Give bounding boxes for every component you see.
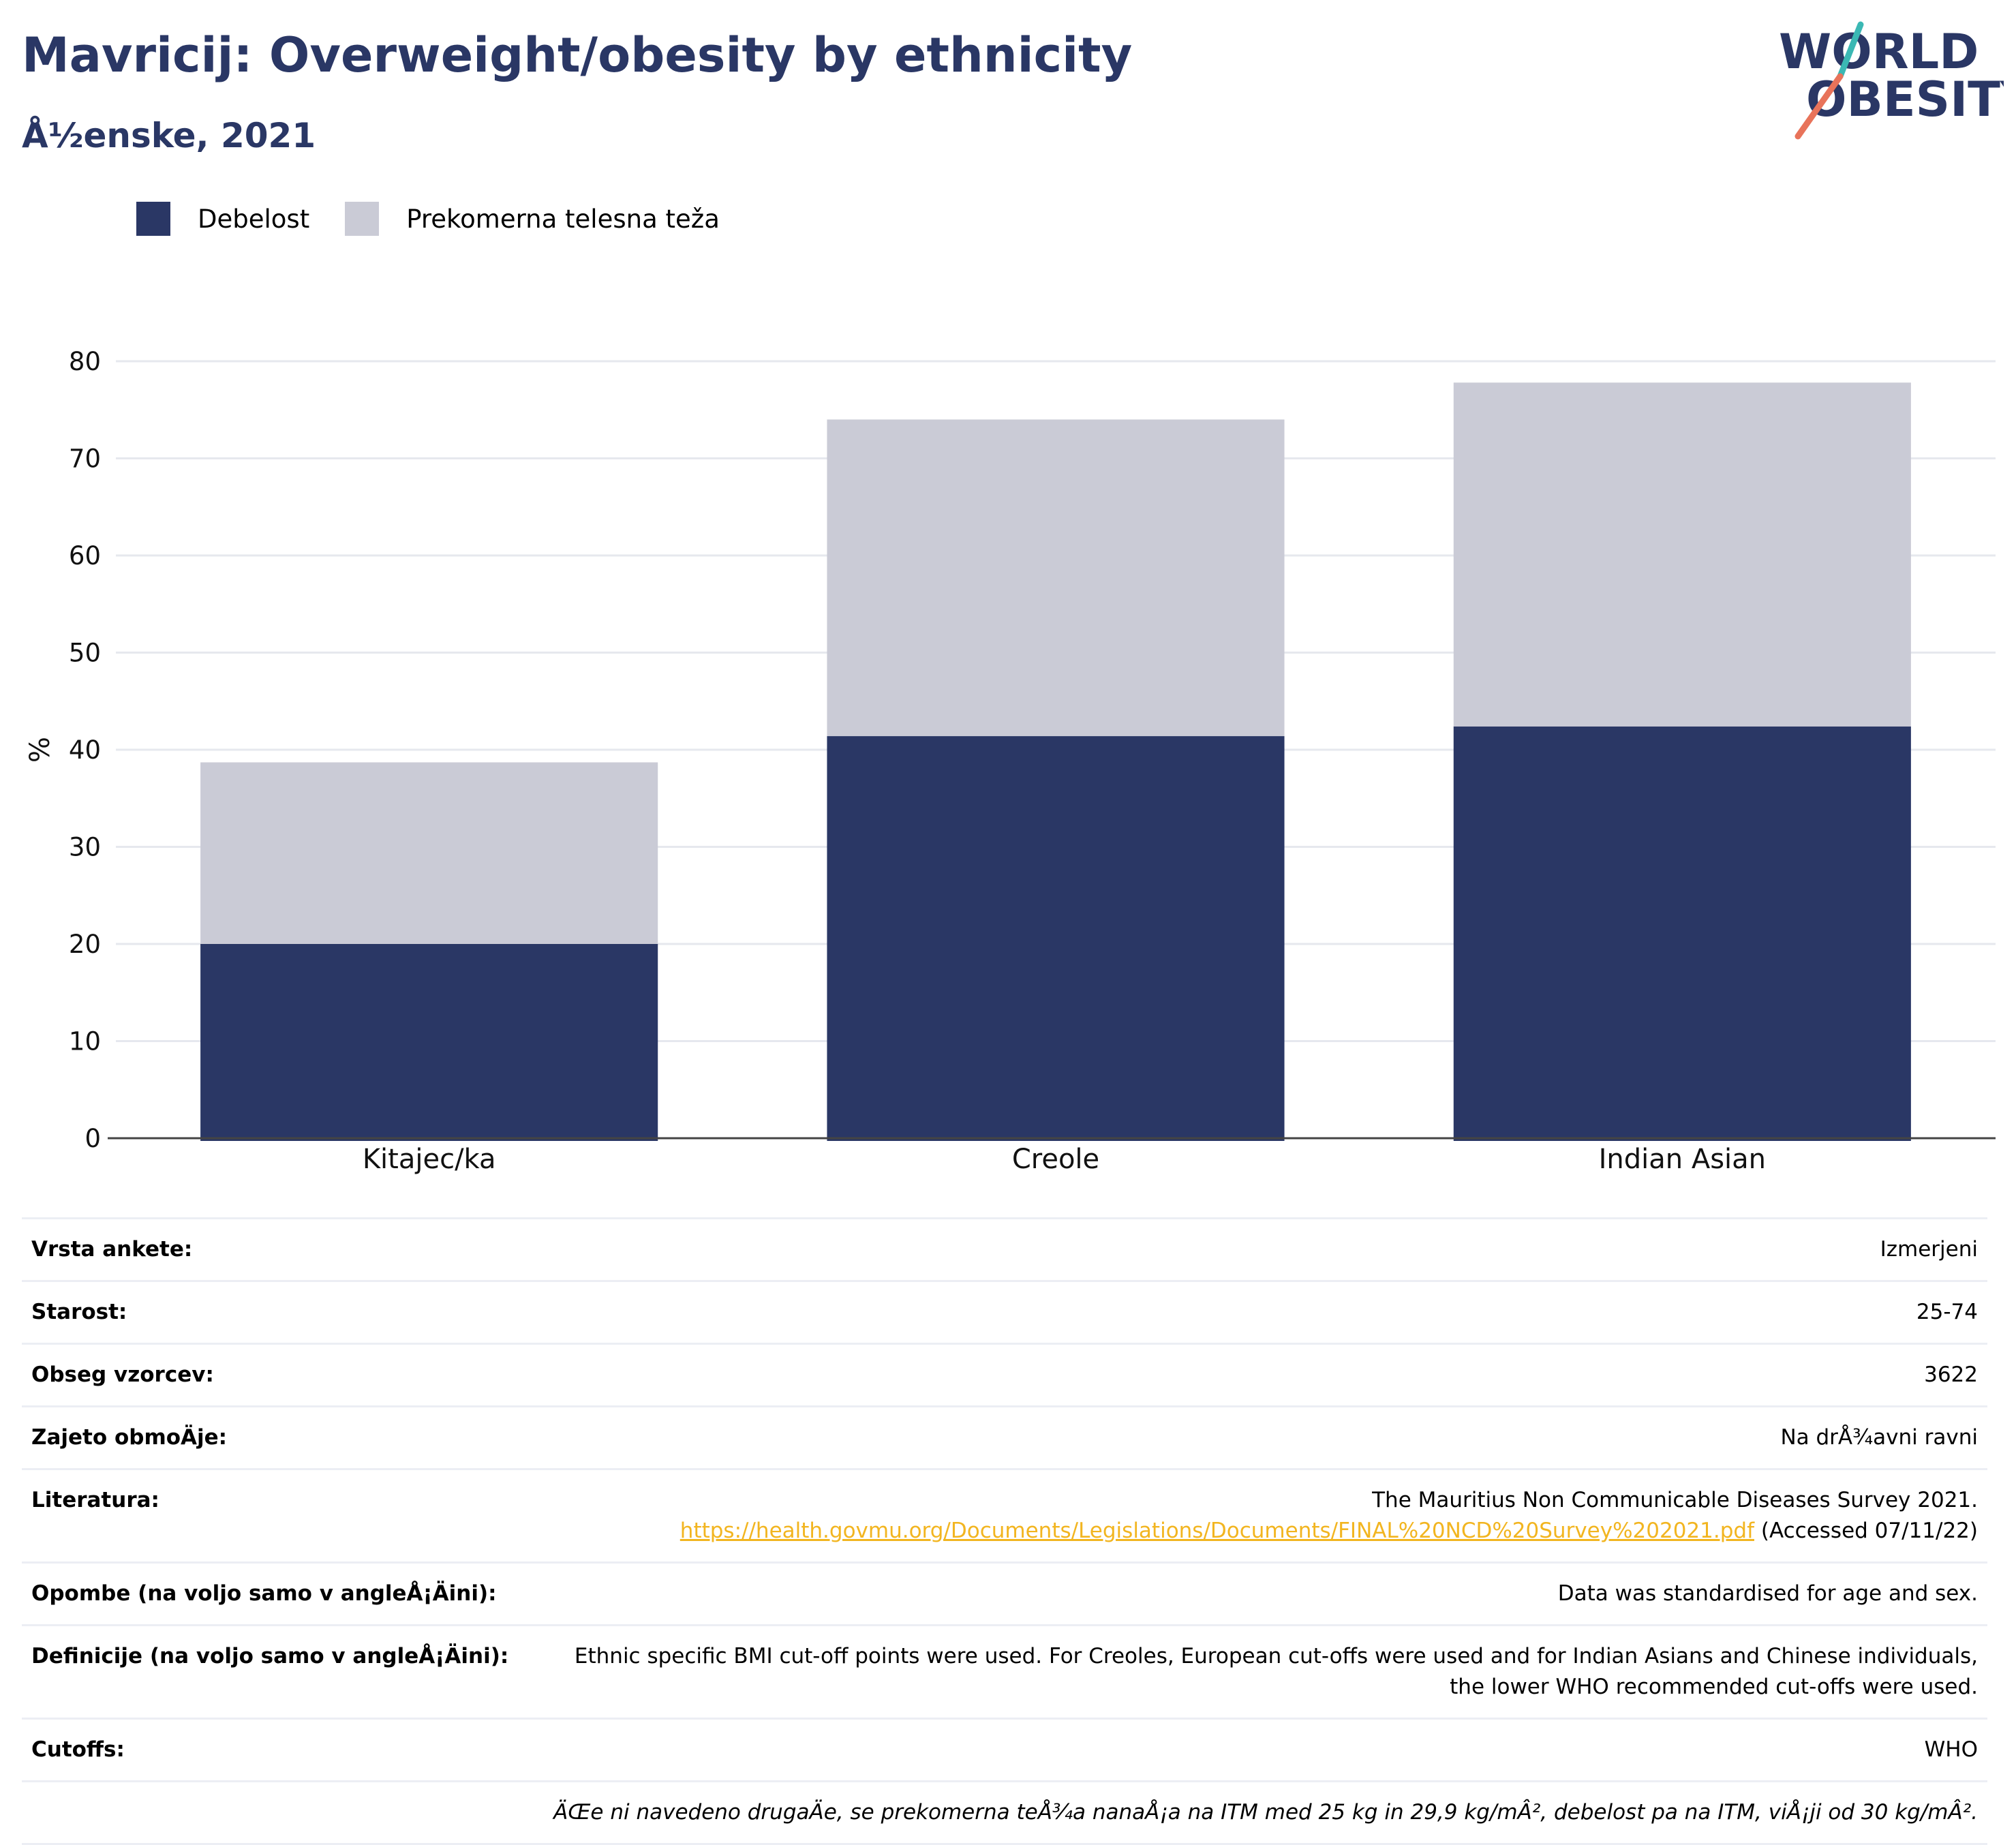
y-tick-label: 50 <box>69 639 101 668</box>
info-row-area: Zajeto obmoÄje: Na drÅ¾avni ravni <box>22 1407 1987 1470</box>
logo-slash-top <box>1837 21 1864 80</box>
definitions-line2: the lower WHO recommended cut-offs were … <box>1450 1675 1978 1699</box>
y-tick-label: 40 <box>69 735 101 765</box>
info-value: Na drÅ¾avni ravni <box>1780 1425 1978 1450</box>
info-value: WHO <box>1924 1737 1978 1762</box>
info-label: Opombe (na voljo samo v angleÅ¡Äini): <box>31 1581 497 1606</box>
y-tick-label: 30 <box>69 833 101 862</box>
definitions-line1: Ethnic specific BMI cut-off points were … <box>574 1644 1978 1668</box>
x-tick-label: Kitajec/ka <box>363 1144 496 1175</box>
info-value: Data was standardised for age and sex. <box>1557 1581 1978 1606</box>
y-axis-label: % <box>25 737 56 763</box>
info-value: Ethnic specific BMI cut-off points were … <box>549 1641 1978 1703</box>
y-tick-label: 20 <box>69 930 101 959</box>
bar-obesity <box>200 944 658 1141</box>
info-label: Obseg vzorcev: <box>31 1362 214 1387</box>
y-tick-label: 60 <box>69 541 101 570</box>
bar-overweight <box>200 762 658 944</box>
legend-label-overweight: Prekomerna telesna teža <box>406 204 720 234</box>
literature-title: The Mauritius Non Communicable Diseases … <box>1372 1488 1978 1512</box>
logo-line1: WORLD <box>1779 24 1979 80</box>
legend-swatch-obesity <box>136 202 170 236</box>
chart-legend: Debelost Prekomerna telesna teža <box>136 202 755 236</box>
info-label: Cutoffs: <box>31 1737 125 1762</box>
info-row-definitions: Definicije (na voljo samo v angleÅ¡Äini)… <box>22 1626 1987 1720</box>
literature-accessed: (Accessed 07/11/22) <box>1754 1519 1978 1543</box>
info-label: Literatura: <box>31 1488 159 1512</box>
y-tick-label: 0 <box>85 1124 101 1153</box>
y-tick-label: 80 <box>69 347 101 376</box>
info-value: 3622 <box>1924 1362 1978 1387</box>
x-tick-label: Creole <box>1012 1144 1099 1175</box>
info-row-cutoffs: Cutoffs: WHO <box>22 1720 1987 1782</box>
legend-swatch-overweight <box>345 202 380 236</box>
bar-overweight <box>827 419 1285 737</box>
info-value: The Mauritius Non Communicable Diseases … <box>200 1485 1978 1546</box>
info-row-literature: Literatura: The Mauritius Non Communicab… <box>22 1470 1987 1564</box>
info-value: Izmerjeni <box>1880 1237 1978 1262</box>
y-tick-label: 70 <box>69 444 101 474</box>
info-row-footnote: ÄŒe ni navedeno drugaÄe, se prekomerna t… <box>22 1782 1987 1845</box>
logo-slash-bottom <box>1794 73 1844 140</box>
info-row-sample-size: Obseg vzorcev: 3622 <box>22 1345 1987 1407</box>
y-tick-label: 10 <box>69 1027 101 1056</box>
legend-label-obesity: Debelost <box>198 204 310 234</box>
literature-link[interactable]: https://health.govmu.org/Documents/Legis… <box>679 1519 1754 1543</box>
stacked-bar-chart: 0 10 20 30 40 50 60 70 80% Kitajec/ka Creole Indian… <box>25 347 1996 1175</box>
footnote-text: ÄŒe ni navedeno drugaÄe, se prekomerna t… <box>553 1800 1978 1825</box>
bar-overweight <box>1453 382 1911 727</box>
x-tick-label: Indian Asian <box>1599 1144 1766 1175</box>
legend-item-overweight[interactable]: Prekomerna telesna teža <box>345 202 720 236</box>
info-row-survey-type: Vrsta ankete: Izmerjeni <box>22 1219 1987 1282</box>
world-obesity-logo[interactable]: WORLD OBESITY <box>1765 20 2004 143</box>
bar-obesity <box>827 736 1285 1141</box>
info-row-notes: Opombe (na voljo samo v angleÅ¡Äini): Da… <box>22 1564 1987 1626</box>
page-subtitle: Å½enske, 2021 <box>22 116 316 155</box>
info-label: Starost: <box>31 1300 127 1324</box>
legend-item-obesity[interactable]: Debelost <box>136 202 309 236</box>
bar-obesity <box>1453 726 1911 1141</box>
info-row-age: Starost: 25-74 <box>22 1282 1987 1345</box>
survey-info-table: Vrsta ankete: Izmerjeni Starost: 25-74 O… <box>22 1217 1987 1845</box>
page-title: Mavricij: Overweight/obesity by ethnicit… <box>22 27 1133 83</box>
info-label: Vrsta ankete: <box>31 1237 193 1262</box>
info-value: 25-74 <box>1916 1300 1978 1324</box>
info-label: Zajeto obmoÄje: <box>31 1425 228 1450</box>
info-label: Definicije (na voljo samo v angleÅ¡Äini)… <box>31 1644 509 1668</box>
